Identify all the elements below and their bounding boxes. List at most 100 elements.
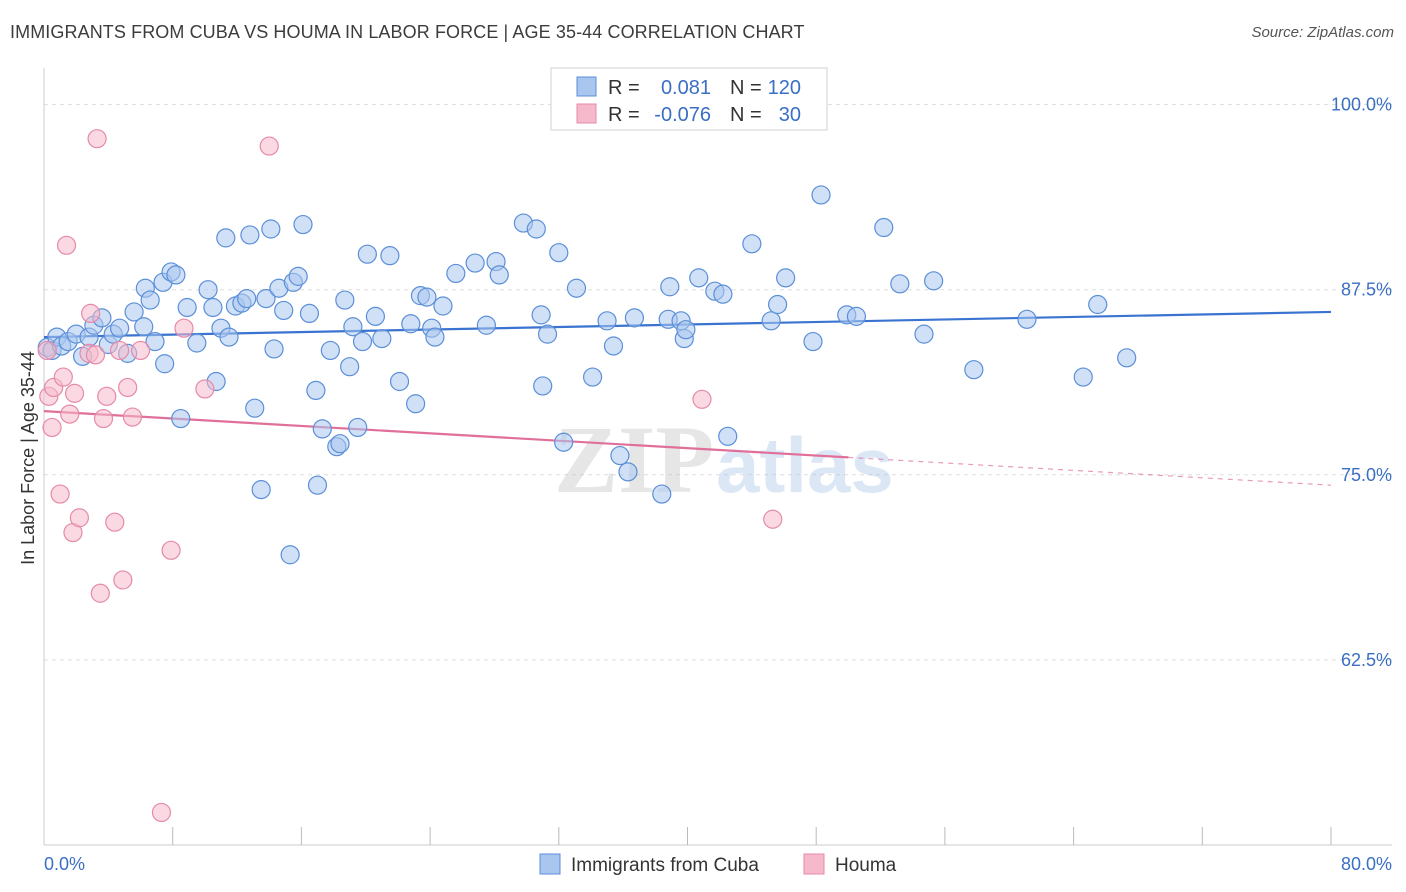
point-cuba: [433, 296, 453, 316]
point-cuba: [742, 234, 762, 254]
point-houma: [161, 540, 181, 560]
point-cuba: [597, 311, 617, 331]
point-cuba: [489, 265, 509, 285]
point-cuba: [652, 484, 672, 504]
stats-swatch-pink: [576, 103, 597, 124]
point-cuba: [312, 419, 332, 439]
point-cuba: [549, 243, 569, 263]
point-houma: [87, 129, 107, 149]
x-tick-label: 0.0%: [44, 854, 85, 874]
stats-n-label-2: N =: [730, 104, 762, 126]
point-cuba: [582, 367, 603, 387]
point-cuba: [343, 317, 363, 337]
point-cuba: [280, 545, 300, 565]
point-cuba: [237, 288, 257, 309]
point-cuba: [251, 480, 271, 500]
point-cuba: [811, 185, 831, 205]
point-cuba: [256, 288, 276, 309]
point-houma: [692, 389, 712, 409]
point-cuba: [1088, 294, 1108, 315]
point-houma: [130, 340, 151, 361]
legend-label-cuba: Immigrants from Cuba: [571, 855, 759, 876]
point-cuba: [288, 266, 308, 286]
point-houma: [60, 404, 80, 424]
stats-n-label-1: N =: [730, 77, 762, 99]
point-cuba: [274, 300, 294, 321]
point-cuba: [307, 475, 328, 495]
point-cuba: [465, 253, 485, 273]
point-cuba: [1117, 348, 1137, 368]
point-cuba: [846, 306, 867, 326]
point-cuba: [618, 462, 638, 482]
point-houma: [42, 417, 62, 438]
point-cuba: [177, 297, 197, 318]
point-cuba: [216, 228, 236, 248]
point-houma: [110, 340, 130, 361]
point-cuba: [924, 271, 944, 291]
point-cuba: [389, 371, 410, 392]
x-tick-label: 80.0%: [1341, 854, 1392, 874]
point-cuba: [537, 324, 558, 344]
point-cuba: [526, 219, 546, 239]
point-houma: [53, 367, 73, 387]
point-houma: [97, 386, 117, 406]
stats-r-label-2: R =: [608, 104, 640, 126]
point-houma: [56, 235, 77, 255]
point-cuba: [171, 408, 191, 429]
y-tick-label: 100.0%: [1331, 95, 1392, 115]
y-tick-label: 75.0%: [1341, 465, 1392, 485]
point-cuba: [533, 376, 553, 396]
point-cuba: [874, 217, 894, 238]
point-cuba: [1017, 309, 1037, 329]
point-cuba: [776, 268, 796, 288]
point-houma: [69, 508, 89, 528]
y-tick-label: 62.5%: [1341, 650, 1392, 670]
point-cuba: [110, 318, 130, 338]
watermark-zip: ZIP: [554, 406, 714, 513]
legend-label-houma: Houma: [835, 855, 897, 876]
point-cuba: [372, 328, 392, 349]
point-cuba: [140, 290, 160, 310]
point-cuba: [198, 280, 218, 300]
point-cuba: [425, 327, 445, 347]
point-cuba: [914, 324, 934, 344]
point-cuba: [566, 278, 587, 298]
watermark-atlas: atlas: [716, 421, 894, 509]
point-cuba: [240, 225, 260, 245]
legend-swatch-cuba: [539, 853, 561, 875]
point-cuba: [380, 246, 400, 266]
point-houma: [50, 484, 70, 504]
point-cuba: [330, 434, 350, 454]
point-cuba: [718, 426, 738, 446]
point-cuba: [401, 314, 421, 334]
point-cuba: [348, 417, 368, 438]
point-houma: [64, 383, 85, 403]
point-cuba: [166, 265, 186, 285]
tick-labels: 100.0% 87.5% 75.0% 62.5% 0.0% 80.0%: [44, 95, 1392, 874]
stats-n-value-2: 30: [779, 104, 801, 126]
point-houma: [195, 379, 215, 399]
point-cuba: [624, 308, 645, 328]
stats-n-value-1: 120: [768, 77, 801, 99]
point-houma: [151, 802, 172, 823]
point-cuba: [803, 331, 823, 352]
point-cuba: [1073, 367, 1093, 387]
point-cuba: [610, 445, 630, 466]
point-houma: [259, 136, 279, 156]
point-houma: [174, 318, 194, 338]
point-cuba: [264, 339, 284, 359]
point-cuba: [676, 320, 696, 340]
point-cuba: [261, 219, 281, 239]
point-cuba: [660, 277, 680, 297]
axes: [43, 68, 1392, 846]
point-cuba: [352, 331, 373, 352]
point-cuba: [187, 333, 207, 353]
point-cuba: [145, 331, 165, 352]
point-houma: [118, 377, 138, 398]
point-cuba: [299, 303, 320, 324]
point-cuba: [890, 274, 910, 294]
point-cuba: [306, 380, 326, 401]
point-houma: [81, 303, 101, 324]
point-cuba: [554, 432, 574, 452]
